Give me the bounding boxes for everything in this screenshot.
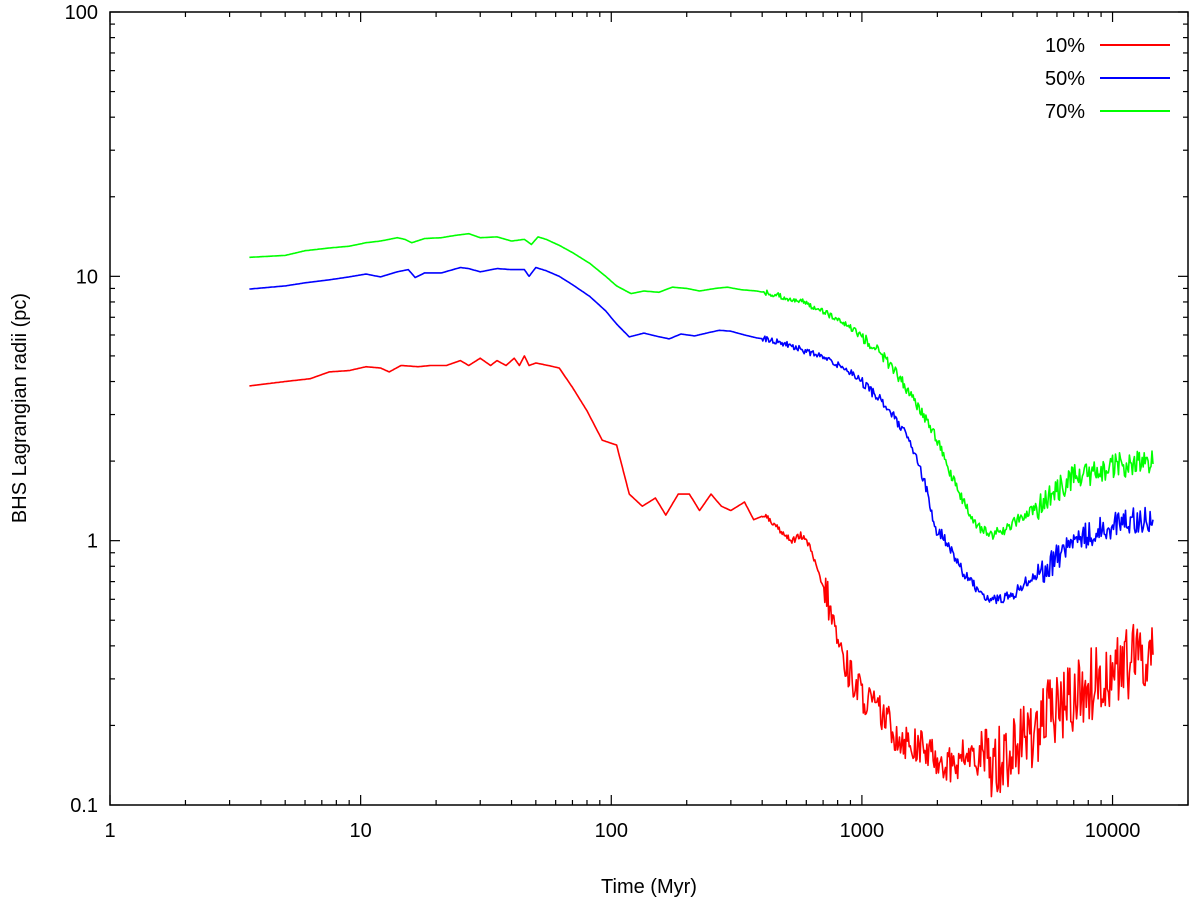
series-line-10pct [249,355,1154,798]
legend-label: 10% [1045,35,1085,57]
legend-label: 50% [1045,68,1085,90]
x-tick-label: 1000 [840,820,885,842]
legend: 10% 50% 70% [1045,35,1170,123]
series-line-50pct [249,266,1154,605]
series-line-70pct [249,232,1154,540]
y-tick-label: 1 [87,531,98,553]
x-tick-label: 100 [595,820,628,842]
y-tick-label: 10 [76,266,98,288]
y-axis-label: BHS Lagrangian radii (pc) [9,293,31,523]
y-tick-label: 100 [65,2,98,24]
axes: 1 10 100 1000 10000 0.1 1 10 100 [65,2,1189,842]
x-tick-label: 10000 [1085,820,1141,842]
x-tick-label: 10 [350,820,372,842]
y-tick-label: 0.1 [70,795,98,817]
plot-frame [109,11,1189,806]
legend-label: 70% [1045,101,1085,123]
plot-area [249,232,1154,798]
x-tick-label: 1 [104,820,115,842]
x-axis-label: Time (Myr) [601,876,697,898]
